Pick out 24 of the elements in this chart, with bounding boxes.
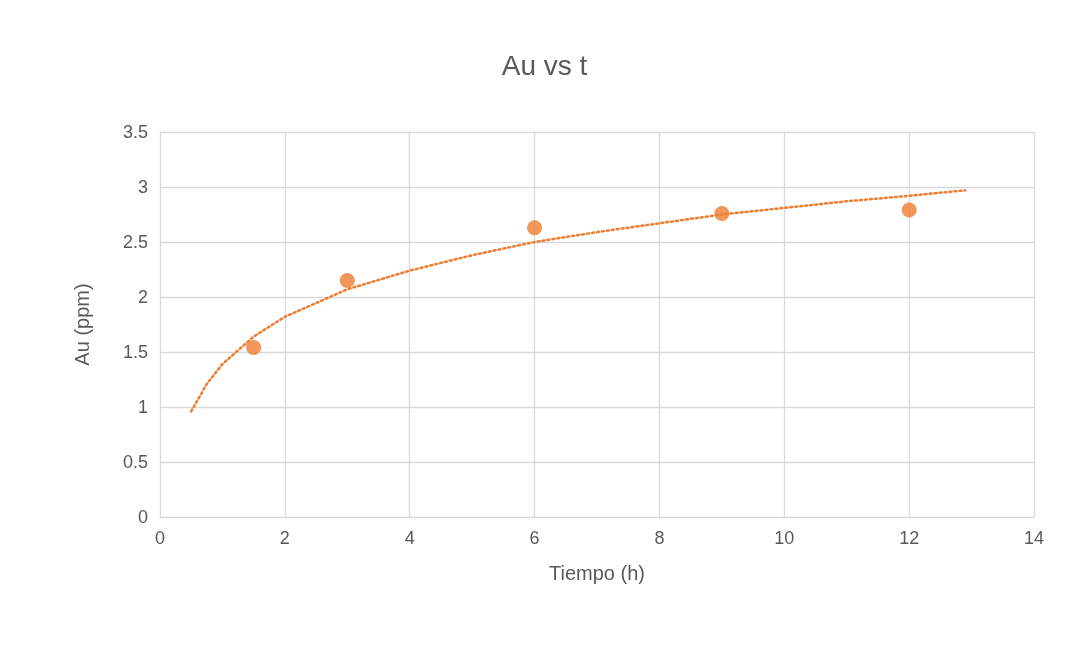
x-tick-label: 6 bbox=[529, 528, 540, 548]
x-tick-label: 0 bbox=[154, 528, 166, 548]
point bbox=[339, 273, 355, 288]
y-tick-label: 2.5 bbox=[122, 232, 148, 252]
x-tick-label: 14 bbox=[1023, 528, 1045, 548]
y-tick-label: 3.5 bbox=[122, 122, 148, 142]
point bbox=[246, 340, 262, 356]
y-tick-label: 0.5 bbox=[122, 452, 148, 472]
y-tick-label: 0 bbox=[137, 507, 148, 527]
x-tick-label: 2 bbox=[279, 528, 290, 548]
line-series bbox=[189, 189, 967, 413]
x-tick-label: 12 bbox=[899, 528, 920, 548]
x-axis-title: Tiempo (h) bbox=[549, 562, 645, 584]
y-axis-title: Au (ppm) bbox=[71, 283, 93, 366]
point bbox=[527, 220, 543, 236]
point bbox=[901, 202, 917, 218]
y-tick-label: 1.5 bbox=[122, 342, 148, 362]
x-tick-label: 4 bbox=[404, 528, 415, 548]
y-tick-label: 2 bbox=[137, 287, 148, 307]
x-tick-label: 10 bbox=[774, 528, 795, 548]
x-tick-label: 8 bbox=[654, 528, 665, 548]
y-tick-label: 3 bbox=[137, 177, 148, 197]
y-tick-label: 1 bbox=[137, 397, 148, 417]
chart-title: Au vs t bbox=[501, 49, 588, 81]
